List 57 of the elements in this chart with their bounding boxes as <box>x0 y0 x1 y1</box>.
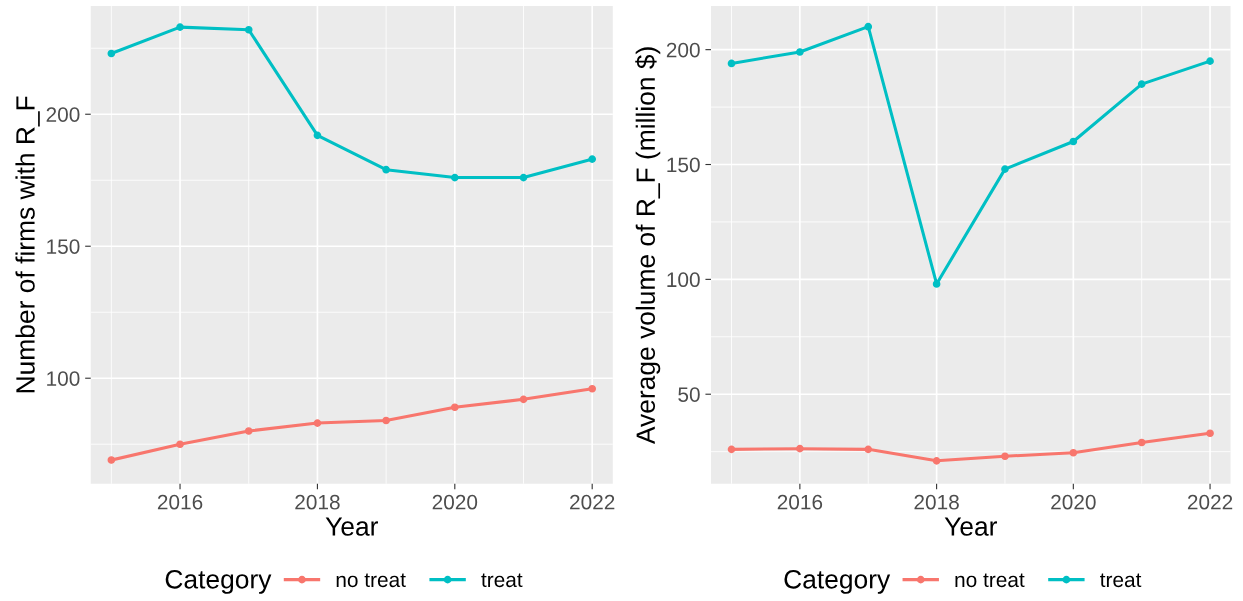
point <box>932 280 941 288</box>
legend-label: no treat <box>336 573 406 588</box>
point <box>519 395 528 404</box>
point <box>176 23 184 31</box>
point <box>932 457 941 465</box>
point <box>1206 57 1214 65</box>
point <box>1206 429 1214 438</box>
y-tick-label: 200 <box>666 42 700 58</box>
point <box>313 419 322 427</box>
point <box>107 49 116 58</box>
y-axis-title: Average volume of R_F (million $) <box>635 47 661 445</box>
point <box>313 131 322 140</box>
x-axis-title: Year <box>325 517 378 536</box>
y-tick-label: 50 <box>678 387 700 402</box>
y-tick-label: 100 <box>47 371 80 386</box>
point <box>864 445 873 454</box>
x-tick-label: 2022 <box>570 494 615 510</box>
point <box>1137 438 1146 447</box>
point <box>727 445 736 454</box>
y-tick-label: 150 <box>47 239 80 254</box>
point <box>244 25 253 34</box>
point <box>1069 137 1078 146</box>
point <box>450 173 459 182</box>
point <box>176 440 184 449</box>
legend-title: Category <box>165 569 272 594</box>
legend-label: treat <box>481 573 523 588</box>
point <box>588 155 597 163</box>
legend-label: treat <box>1100 573 1142 588</box>
point <box>1001 165 1009 173</box>
x-tick-label: 2018 <box>914 494 959 510</box>
point <box>519 173 528 182</box>
point <box>796 48 804 56</box>
point <box>1069 448 1078 457</box>
legend-title: Category <box>784 569 891 594</box>
point <box>588 384 597 393</box>
point <box>382 416 390 425</box>
point <box>796 444 804 453</box>
y-axis-title: Number of firms with R_F <box>15 96 40 393</box>
point <box>244 427 253 435</box>
y-tick-label: 200 <box>46 107 80 122</box>
point <box>1137 80 1146 88</box>
point <box>450 403 459 412</box>
y-tick-label: 100 <box>667 272 700 288</box>
point <box>107 456 116 464</box>
point <box>727 59 736 68</box>
x-tick-label: 2020 <box>432 494 478 510</box>
point <box>382 165 390 174</box>
y-tick-label: 150 <box>667 157 700 173</box>
x-tick-label: 2016 <box>777 494 823 510</box>
x-tick-label: 2018 <box>295 494 340 510</box>
x-tick-label: 2020 <box>1051 494 1096 510</box>
x-axis-title: Year <box>944 517 998 536</box>
legend-label: no treat <box>955 573 1025 588</box>
point <box>864 22 873 31</box>
x-tick-label: 2022 <box>1187 494 1233 510</box>
point <box>1001 452 1009 461</box>
x-tick-label: 2016 <box>157 494 203 510</box>
